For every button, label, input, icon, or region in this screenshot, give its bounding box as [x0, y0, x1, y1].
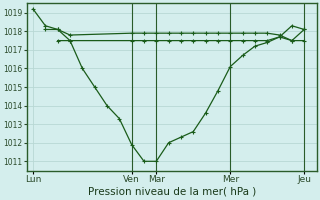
X-axis label: Pression niveau de la mer( hPa ): Pression niveau de la mer( hPa ) [88, 187, 256, 197]
